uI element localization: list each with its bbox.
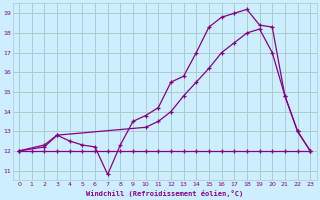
X-axis label: Windchill (Refroidissement éolien,°C): Windchill (Refroidissement éolien,°C): [86, 190, 243, 197]
